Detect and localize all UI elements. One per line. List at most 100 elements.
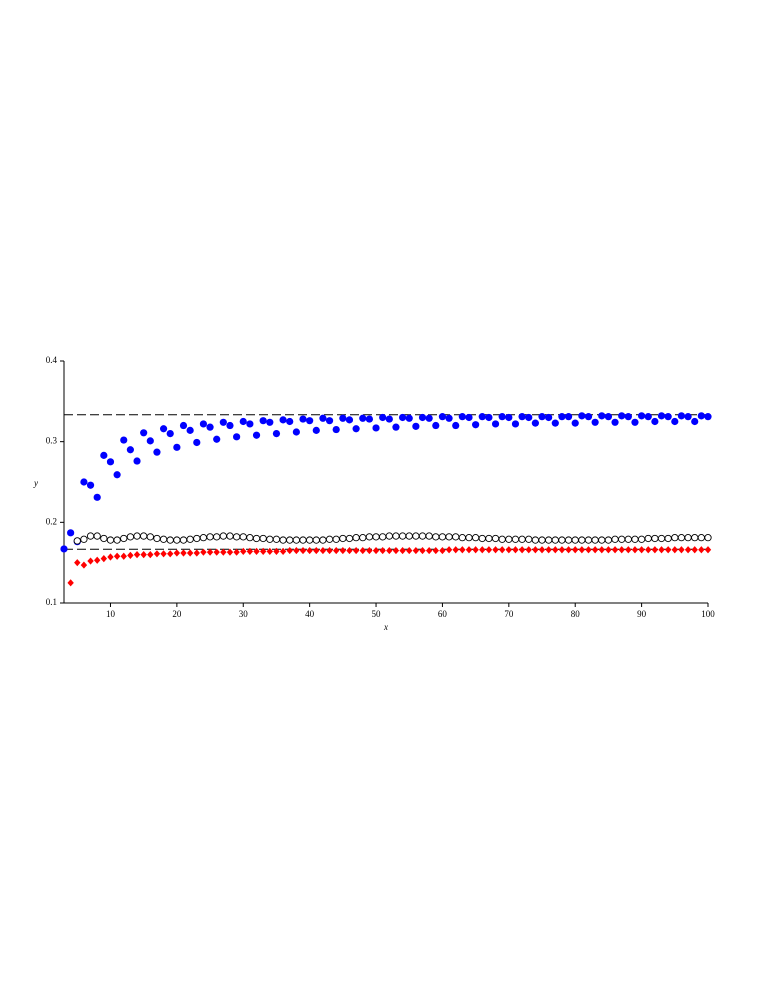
point	[684, 546, 692, 554]
point	[492, 546, 499, 554]
point	[657, 534, 666, 543]
point	[159, 425, 168, 433]
point	[272, 535, 281, 543]
point	[385, 532, 393, 540]
point	[379, 533, 387, 541]
point	[140, 429, 148, 437]
point	[299, 546, 307, 555]
point	[219, 418, 227, 426]
point	[359, 414, 367, 422]
point	[512, 546, 519, 554]
point	[352, 534, 360, 542]
point	[611, 546, 619, 554]
point	[253, 547, 260, 555]
point	[392, 423, 400, 431]
point	[479, 546, 486, 554]
point	[166, 536, 174, 544]
point	[392, 532, 400, 540]
point	[584, 536, 593, 544]
point	[538, 546, 546, 554]
point	[379, 413, 387, 422]
point	[100, 555, 108, 563]
point	[564, 413, 573, 421]
point	[578, 536, 586, 544]
point	[246, 420, 254, 428]
point	[200, 548, 207, 556]
point	[671, 546, 679, 554]
point	[598, 536, 606, 544]
point	[637, 535, 646, 543]
point	[199, 534, 208, 542]
point	[173, 549, 181, 557]
point	[67, 579, 74, 587]
point	[419, 546, 426, 555]
point	[671, 534, 679, 542]
point	[166, 430, 174, 438]
point	[279, 547, 287, 555]
point	[332, 425, 340, 434]
point	[332, 535, 340, 543]
point	[704, 413, 712, 421]
point	[412, 546, 420, 555]
y-tick-label: 0.4	[46, 355, 58, 365]
point	[206, 423, 214, 431]
point	[153, 550, 161, 558]
point	[611, 418, 619, 426]
point	[611, 535, 619, 543]
point	[545, 536, 553, 544]
point	[578, 412, 586, 420]
point	[292, 428, 300, 436]
point	[286, 536, 294, 544]
point	[86, 532, 95, 540]
point	[120, 436, 128, 444]
point	[511, 420, 520, 428]
point	[299, 415, 307, 423]
point	[220, 548, 227, 556]
point	[558, 536, 566, 544]
point	[432, 546, 439, 555]
point	[372, 533, 380, 541]
point	[485, 413, 493, 422]
point	[67, 529, 75, 537]
point	[319, 546, 327, 555]
point	[571, 419, 579, 427]
point	[406, 546, 413, 555]
point	[465, 413, 473, 422]
point	[386, 546, 393, 555]
point	[697, 534, 706, 542]
point	[418, 532, 427, 540]
point	[618, 535, 626, 543]
point	[624, 413, 632, 421]
point	[658, 546, 665, 554]
point	[551, 536, 559, 544]
point	[113, 552, 121, 560]
point	[678, 546, 685, 554]
point	[664, 546, 672, 554]
point	[664, 413, 672, 421]
point	[412, 532, 420, 540]
point	[246, 534, 254, 542]
point	[618, 412, 626, 420]
point	[160, 550, 167, 558]
point	[452, 533, 460, 541]
point	[452, 546, 459, 554]
point	[325, 535, 334, 543]
point	[531, 536, 540, 544]
point	[552, 546, 559, 554]
point	[246, 547, 254, 555]
point	[578, 546, 586, 554]
point	[598, 412, 606, 420]
point	[445, 414, 453, 422]
point	[618, 546, 625, 554]
point	[286, 546, 293, 555]
x-tick-label: 50	[372, 609, 382, 619]
point	[645, 546, 652, 554]
point	[379, 546, 386, 555]
point	[438, 413, 447, 421]
point	[365, 533, 374, 541]
point	[206, 533, 214, 541]
point	[418, 413, 427, 422]
point	[93, 532, 101, 540]
point	[286, 417, 294, 426]
